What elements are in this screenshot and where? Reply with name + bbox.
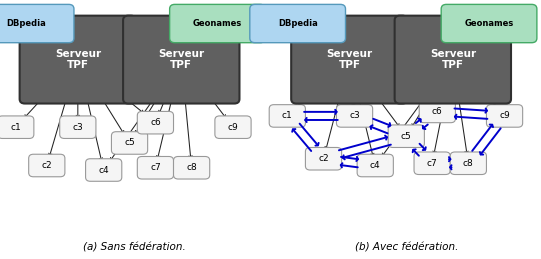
FancyBboxPatch shape: [137, 111, 174, 134]
Text: c5: c5: [124, 139, 135, 147]
Text: c4: c4: [370, 161, 380, 170]
FancyBboxPatch shape: [111, 132, 148, 154]
Text: c4: c4: [98, 166, 109, 175]
FancyBboxPatch shape: [85, 159, 122, 181]
FancyBboxPatch shape: [123, 16, 240, 104]
FancyBboxPatch shape: [388, 125, 424, 147]
FancyBboxPatch shape: [486, 105, 523, 127]
Text: Geonames: Geonames: [464, 19, 513, 28]
FancyBboxPatch shape: [394, 16, 511, 104]
Text: c6: c6: [150, 118, 161, 127]
Text: Serveur
TPF: Serveur TPF: [430, 49, 476, 70]
FancyBboxPatch shape: [60, 116, 96, 139]
Text: (b) Avec fédération.: (b) Avec fédération.: [354, 242, 458, 252]
Text: c3: c3: [349, 111, 360, 120]
Text: (a) Sans fédération.: (a) Sans fédération.: [83, 242, 186, 252]
Text: c1: c1: [10, 123, 21, 132]
FancyBboxPatch shape: [215, 116, 251, 139]
FancyBboxPatch shape: [450, 152, 486, 175]
Text: c8: c8: [463, 159, 474, 168]
FancyBboxPatch shape: [0, 116, 34, 139]
FancyBboxPatch shape: [29, 154, 65, 177]
FancyBboxPatch shape: [291, 16, 407, 104]
Text: Serveur
TPF: Serveur TPF: [158, 49, 204, 70]
FancyBboxPatch shape: [414, 152, 450, 175]
Text: c9: c9: [228, 123, 239, 132]
Text: Serveur
TPF: Serveur TPF: [326, 49, 372, 70]
FancyBboxPatch shape: [250, 4, 346, 43]
Text: c2: c2: [42, 161, 52, 170]
FancyBboxPatch shape: [174, 156, 210, 179]
FancyBboxPatch shape: [19, 16, 136, 104]
FancyBboxPatch shape: [170, 4, 265, 43]
FancyBboxPatch shape: [0, 4, 74, 43]
Text: DBpedia: DBpedia: [278, 19, 318, 28]
Text: c2: c2: [318, 154, 329, 163]
FancyBboxPatch shape: [357, 154, 393, 177]
Text: c5: c5: [401, 132, 412, 141]
Text: c7: c7: [427, 159, 438, 168]
Text: DBpedia: DBpedia: [6, 19, 46, 28]
Text: c8: c8: [186, 163, 197, 172]
FancyBboxPatch shape: [269, 105, 306, 127]
FancyBboxPatch shape: [306, 147, 341, 170]
Text: c7: c7: [150, 163, 161, 172]
Text: c9: c9: [499, 111, 510, 120]
Text: Geonames: Geonames: [193, 19, 242, 28]
Text: Serveur
TPF: Serveur TPF: [55, 49, 101, 70]
FancyBboxPatch shape: [419, 100, 456, 123]
Text: c6: c6: [432, 107, 443, 116]
FancyBboxPatch shape: [337, 105, 373, 127]
Text: c3: c3: [72, 123, 83, 132]
FancyBboxPatch shape: [441, 4, 537, 43]
FancyBboxPatch shape: [137, 156, 174, 179]
Text: c1: c1: [282, 111, 293, 120]
